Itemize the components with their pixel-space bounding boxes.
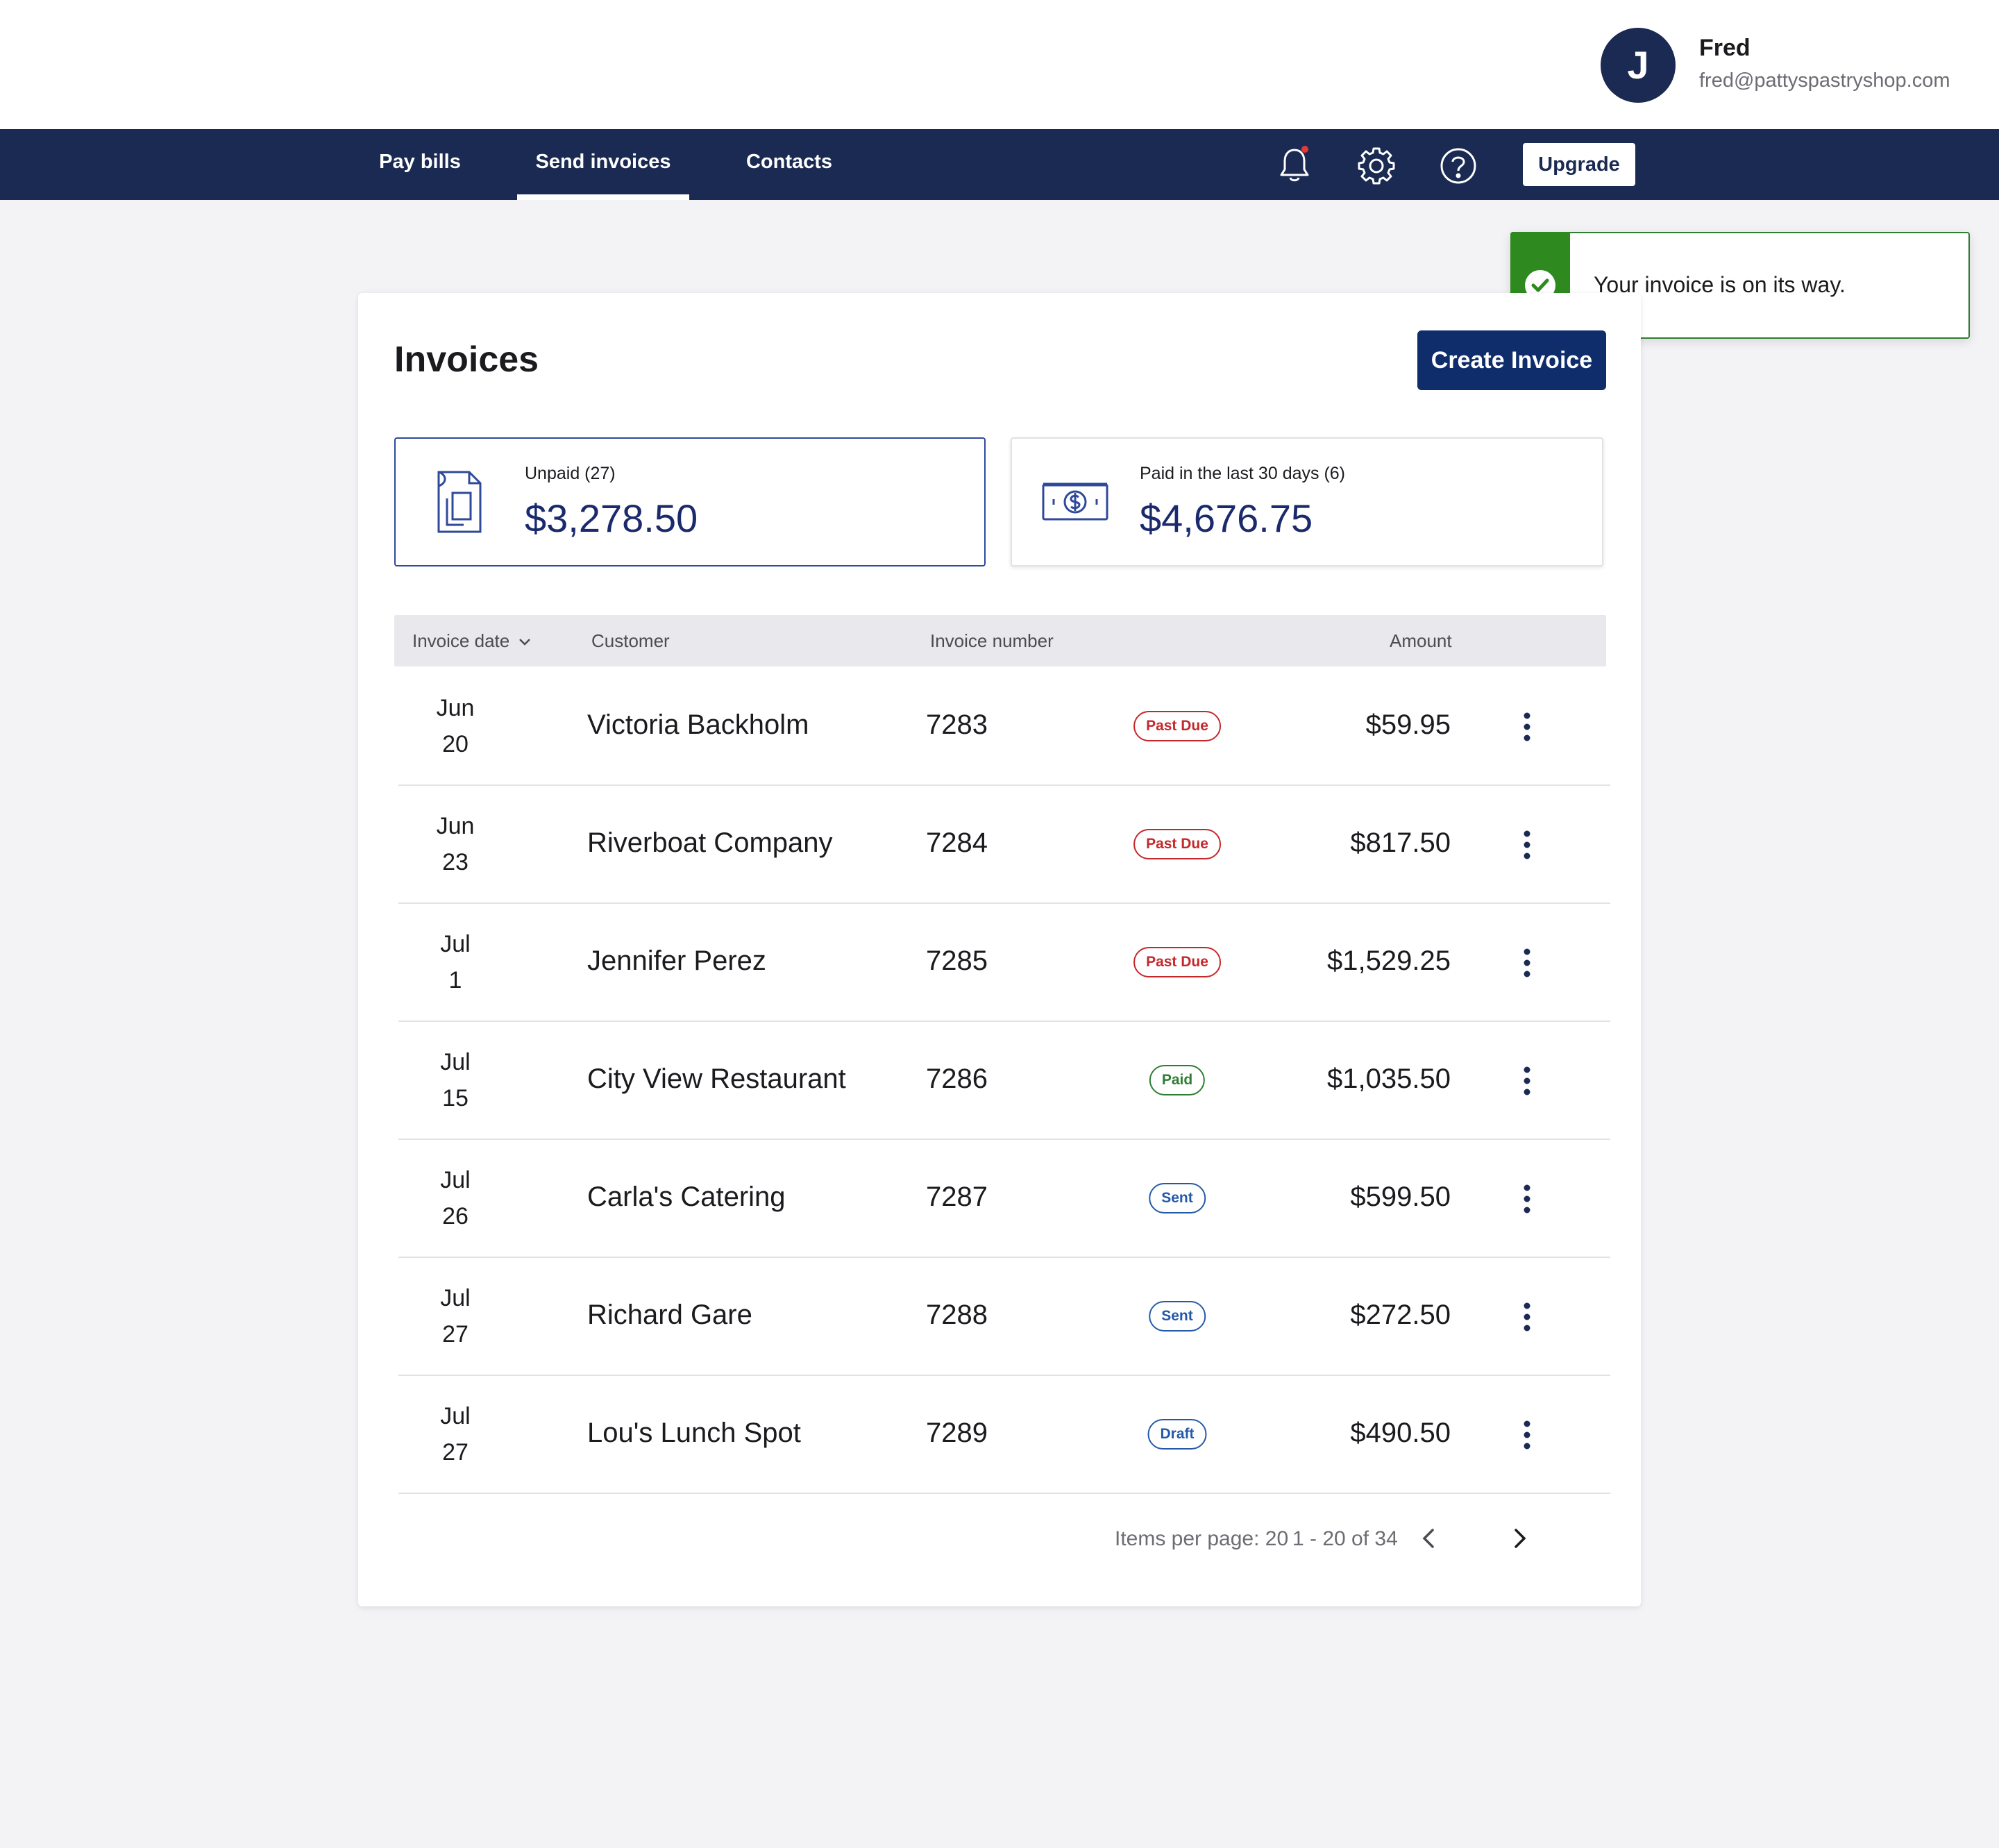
customer-name: City View Restaurant bbox=[587, 1064, 846, 1094]
invoice-number: 7283 bbox=[926, 709, 988, 740]
invoice-month: Jul bbox=[440, 1167, 471, 1193]
invoice-month: Jul bbox=[440, 1285, 471, 1311]
invoice-date: Jul 15 bbox=[429, 1044, 482, 1116]
unpaid-label: Unpaid (27) bbox=[525, 464, 616, 483]
more-options-icon[interactable] bbox=[1513, 1060, 1541, 1102]
invoice-date: Jun 23 bbox=[429, 808, 482, 880]
status-badge: Paid bbox=[1149, 1065, 1206, 1095]
previous-page-button[interactable] bbox=[1410, 1519, 1449, 1558]
status-badge: Sent bbox=[1149, 1301, 1206, 1332]
invoice-day: 15 bbox=[442, 1085, 469, 1111]
invoice-month: Jun bbox=[436, 695, 475, 721]
status-badge: Draft bbox=[1147, 1419, 1207, 1450]
user-email: fred@pattyspastryshop.com bbox=[1699, 69, 1950, 92]
customer-header: Customer bbox=[591, 630, 670, 651]
more-options-icon[interactable] bbox=[1513, 1296, 1541, 1338]
more-options-icon[interactable] bbox=[1513, 942, 1541, 984]
table-row[interactable]: Jun 20 Victoria Backholm 7283 Past Due $59.95 bbox=[398, 668, 1610, 786]
invoice-date-header[interactable]: Invoice date bbox=[412, 615, 531, 666]
status-badge: Past Due bbox=[1133, 947, 1221, 977]
more-options-icon[interactable] bbox=[1513, 1414, 1541, 1456]
invoice-number: 7284 bbox=[926, 828, 988, 858]
status-badge: Past Due bbox=[1133, 711, 1221, 741]
invoice-date: Jul 1 bbox=[429, 926, 482, 998]
customer-name: Victoria Backholm bbox=[587, 709, 809, 740]
chevron-down-icon bbox=[519, 639, 531, 646]
status-badge: Sent bbox=[1149, 1183, 1206, 1213]
unpaid-summary-card[interactable]: Unpaid (27) $3,278.50 bbox=[394, 437, 986, 566]
create-invoice-button[interactable]: Create Invoice bbox=[1417, 330, 1606, 390]
invoice-date: Jul 26 bbox=[429, 1162, 482, 1234]
invoice-date-header-label: Invoice date bbox=[412, 630, 510, 651]
bell-icon[interactable] bbox=[1273, 143, 1316, 186]
tab-contacts[interactable]: Contacts bbox=[745, 151, 833, 173]
customer-name: Carla's Catering bbox=[587, 1182, 786, 1212]
invoice-number: 7287 bbox=[926, 1182, 988, 1212]
table-header: Invoice date Customer Invoice number Amo… bbox=[394, 615, 1606, 666]
customer-name: Jennifer Perez bbox=[587, 946, 766, 976]
invoice-day: 20 bbox=[442, 731, 469, 757]
invoice-day: 27 bbox=[442, 1439, 469, 1465]
more-options-icon[interactable] bbox=[1513, 1178, 1541, 1220]
next-page-button[interactable] bbox=[1499, 1519, 1538, 1558]
tab-pay-bills[interactable]: Pay bills bbox=[379, 151, 461, 173]
table-row[interactable]: Jul 1 Jennifer Perez 7285 Past Due $1,529.25 bbox=[398, 904, 1610, 1022]
invoice-day: 23 bbox=[442, 849, 469, 875]
avatar[interactable]: J bbox=[1601, 28, 1676, 103]
invoice-month: Jun bbox=[436, 813, 475, 839]
gear-icon[interactable] bbox=[1355, 143, 1398, 186]
invoice-amount: $817.50 bbox=[1350, 828, 1451, 858]
invoice-amount: $272.50 bbox=[1350, 1300, 1451, 1330]
main-navbar: Pay bills Send invoices Contacts bbox=[0, 129, 1999, 200]
items-per-page[interactable]: Items per page: 20 bbox=[1115, 1527, 1289, 1550]
invoice-document-icon bbox=[437, 471, 482, 533]
tab-send-invoices[interactable]: Send invoices bbox=[517, 129, 689, 200]
invoice-amount: $1,035.50 bbox=[1327, 1064, 1451, 1094]
table-row[interactable]: Jun 23 Riverboat Company 7284 Past Due $817.5… bbox=[398, 786, 1610, 904]
table-row[interactable]: Jul 26 Carla's Catering 7287 Sent $599.50 bbox=[398, 1140, 1610, 1258]
invoice-number: 7285 bbox=[926, 946, 988, 976]
top-user-bar: J Fred fred@pattyspastryshop.com bbox=[0, 0, 1999, 129]
customer-name: Lou's Lunch Spot bbox=[587, 1418, 801, 1448]
invoice-month: Jul bbox=[440, 1403, 471, 1429]
customer-name: Riverboat Company bbox=[587, 828, 833, 858]
more-options-icon[interactable] bbox=[1513, 824, 1541, 866]
invoice-day: 26 bbox=[442, 1203, 469, 1229]
more-options-icon[interactable] bbox=[1513, 706, 1541, 748]
invoice-month: Jul bbox=[440, 931, 471, 957]
table-row[interactable]: Jul 27 Richard Gare 7288 Sent $272.50 bbox=[398, 1258, 1610, 1376]
invoice-date: Jul 27 bbox=[429, 1280, 482, 1352]
invoice-date: Jul 27 bbox=[429, 1398, 482, 1470]
invoices-card: Invoices Create Invoice Unpaid (27) $3,2… bbox=[358, 293, 1641, 1606]
invoice-amount: $490.50 bbox=[1350, 1418, 1451, 1448]
invoice-number: 7286 bbox=[926, 1064, 988, 1094]
invoice-day: 1 bbox=[448, 967, 462, 993]
invoice-day: 27 bbox=[442, 1321, 469, 1347]
customer-name: Richard Gare bbox=[587, 1300, 752, 1330]
invoice-month: Jul bbox=[440, 1049, 471, 1075]
user-name: Fred bbox=[1699, 35, 1751, 61]
help-icon[interactable] bbox=[1437, 143, 1480, 186]
chevron-left-icon bbox=[1422, 1529, 1434, 1548]
table-row[interactable]: Jul 27 Lou's Lunch Spot 7289 Draft $490.50 bbox=[398, 1376, 1610, 1494]
paid-label: Paid in the last 30 days (6) bbox=[1140, 464, 1345, 483]
page-range: 1 - 20 of 34 bbox=[1292, 1527, 1398, 1550]
invoice-date: Jun 20 bbox=[429, 690, 482, 762]
invoice-number: 7289 bbox=[926, 1418, 988, 1448]
unpaid-amount: $3,278.50 bbox=[525, 496, 698, 540]
table-row[interactable]: Jul 15 City View Restaurant 7286 Paid $1,035.… bbox=[398, 1022, 1610, 1140]
invoice-number-header: Invoice number bbox=[930, 630, 1054, 651]
amount-header: Amount bbox=[1390, 630, 1452, 651]
status-badge: Past Due bbox=[1133, 829, 1221, 859]
invoice-number: 7288 bbox=[926, 1300, 988, 1330]
invoice-amount: $599.50 bbox=[1350, 1182, 1451, 1212]
paid-summary-card[interactable]: Paid in the last 30 days (6) $4,676.75 bbox=[1011, 437, 1603, 566]
invoice-amount: $1,529.25 bbox=[1327, 946, 1451, 976]
upgrade-button[interactable]: Upgrade bbox=[1523, 143, 1635, 186]
dollar-bill-icon bbox=[1042, 482, 1108, 521]
page-title: Invoices bbox=[394, 339, 539, 380]
invoice-amount: $59.95 bbox=[1365, 709, 1451, 740]
chevron-right-icon bbox=[1515, 1529, 1526, 1548]
paid-amount: $4,676.75 bbox=[1140, 496, 1313, 540]
